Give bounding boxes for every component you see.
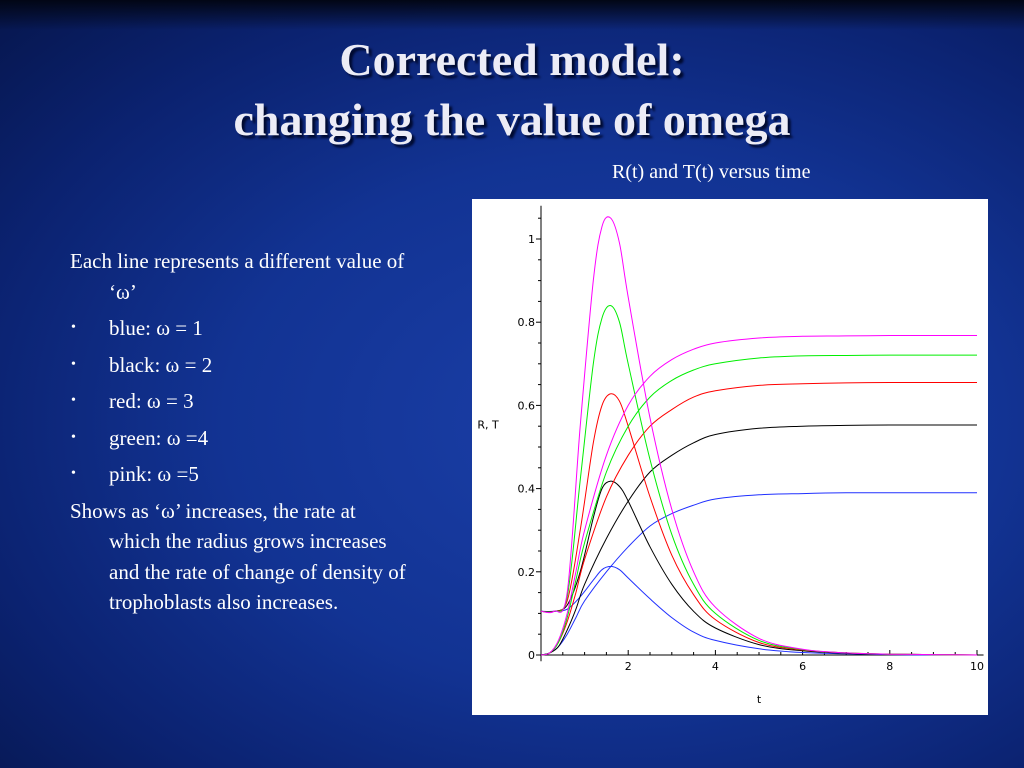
series-line-pulse-5 — [540, 393, 978, 656]
series-line-rising-8 — [540, 334, 977, 656]
series-line-pulse-3 — [540, 480, 978, 656]
x-tick-label: 6 — [799, 660, 806, 673]
title-line-1: Corrected model: — [339, 34, 685, 85]
y-tick-label: 0 — [528, 649, 535, 662]
bullet-icon: • — [71, 320, 76, 335]
bullet-icon: • — [71, 466, 76, 481]
chart-subtitle: R(t) and T(t) versus time — [612, 161, 811, 183]
bullet-text: pink: ω =5 — [109, 462, 199, 486]
series-line-pulse-1 — [540, 565, 978, 656]
bullet-item-red: • red: ω = 3 — [70, 386, 410, 417]
x-tick-label: 8 — [886, 660, 893, 673]
bullet-text: black: ω = 2 — [109, 352, 213, 377]
y-tick-label: 1 — [528, 233, 535, 246]
y-tick-label: 0.8 — [518, 316, 536, 329]
y-tick-label: 0.4 — [518, 483, 536, 496]
x-tick-label: 2 — [625, 660, 632, 673]
y-axis-label: R, T — [477, 418, 499, 431]
bullet-text: red: ω = 3 — [109, 389, 194, 413]
y-tick-label: 0.6 — [518, 399, 536, 412]
bullet-list: • blue: ω = 1 • black: ω = 2 • red: ω = 3 •… — [70, 313, 410, 490]
bullet-item-black: • black: ω = 2 — [70, 350, 410, 381]
series-line-rising-4 — [540, 382, 977, 656]
bullet-item-blue: • blue: ω = 1 — [70, 313, 410, 344]
intro-text: Each line represents a different value o… — [70, 249, 405, 304]
bullet-icon: • — [71, 429, 76, 445]
bullet-item-green: • green: ω =4 — [70, 423, 410, 454]
axes-layer: 2 4 6 8 10 0 0.2 0.4 0.6 0.8 1 — [518, 205, 984, 673]
line-chart: 2 4 6 8 10 0 0.2 0.4 0.6 0.8 1 t R, T — [477, 205, 984, 706]
bullet-icon: • — [71, 356, 76, 372]
title-line-2: changing the value of omega — [233, 94, 791, 145]
top-band — [0, 0, 1024, 30]
conclusion-text: Shows as ‘ω’ increases, the rate at whic… — [70, 498, 406, 615]
series-layer — [540, 216, 978, 656]
slide-title: Corrected model: changing the value of o… — [0, 30, 1024, 150]
x-tick-label: 10 — [970, 660, 984, 673]
x-axis-label: t — [757, 693, 762, 706]
bullet-text: blue: ω = 1 — [109, 316, 203, 340]
slide-body: Each line represents a different value o… — [70, 246, 410, 624]
bullet-icon: • — [71, 393, 76, 408]
bullet-item-pink: • pink: ω =5 — [70, 459, 410, 490]
series-line-rising-6 — [540, 354, 977, 656]
series-line-rising-2 — [540, 424, 977, 656]
y-tick-label: 0.2 — [518, 566, 536, 579]
x-tick-label: 4 — [712, 660, 719, 673]
chart-panel: 2 4 6 8 10 0 0.2 0.4 0.6 0.8 1 t R, T — [472, 199, 988, 715]
series-line-pulse-9 — [540, 216, 978, 656]
bullet-text: green: ω =4 — [109, 425, 209, 450]
series-line-rising-0 — [540, 492, 977, 656]
